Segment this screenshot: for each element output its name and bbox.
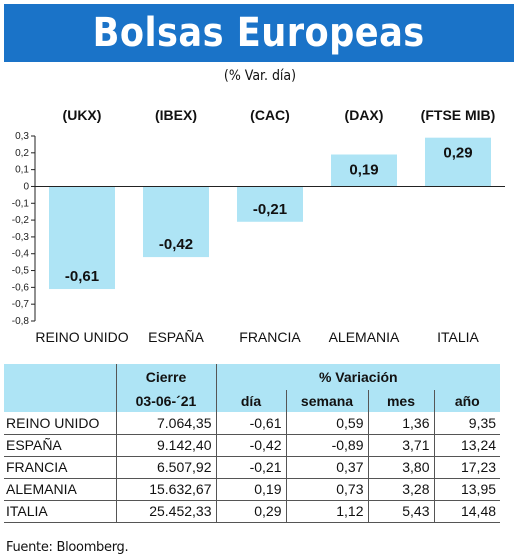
table-subheader-year: año bbox=[433, 390, 501, 412]
cell-country: FRANCIA bbox=[4, 456, 116, 479]
bar-value-label: 0,19 bbox=[349, 162, 378, 179]
x-tick-label: ITALIA bbox=[437, 329, 479, 345]
table-subheader-date: 03-06-´21 bbox=[115, 390, 216, 412]
y-tick-label: -0,7 bbox=[12, 299, 30, 310]
table-row: ALEMANIA 15.632,67 0,19 0,73 3,28 13,95 bbox=[4, 478, 501, 501]
x-tick-label: REINO UNIDO bbox=[35, 329, 128, 345]
bar-value-label: -0,42 bbox=[159, 236, 193, 253]
table-row: REINO UNIDO 7.064,35 -0,61 0,59 1,36 9,3… bbox=[4, 412, 501, 435]
cell-year: 17,23 bbox=[433, 456, 501, 479]
cell-month: 3,28 bbox=[367, 478, 434, 501]
data-table: Cierre % Variación 03-06-´21 día semana … bbox=[4, 364, 514, 523]
cell-year: 9,35 bbox=[433, 412, 501, 435]
bar-value-label: 0,29 bbox=[443, 145, 472, 162]
source-note: Fuente: Bloomberg. bbox=[6, 540, 129, 555]
y-tick-label: 0,3 bbox=[15, 131, 29, 142]
index-label: (DAX) bbox=[345, 107, 384, 123]
cell-country: ITALIA bbox=[4, 500, 116, 523]
cell-close: 7.064,35 bbox=[115, 412, 216, 435]
y-tick-label: -0,6 bbox=[12, 282, 30, 293]
y-tick-label: -0,3 bbox=[12, 232, 30, 243]
cell-day: -0,61 bbox=[215, 412, 286, 435]
table-subheader-week: semana bbox=[285, 390, 368, 412]
cell-month: 1,36 bbox=[367, 412, 434, 435]
x-tick-label: FRANCIA bbox=[239, 329, 301, 345]
table-row: ESPAÑA 9.142,40 -0,42 -0,89 3,71 13,24 bbox=[4, 434, 501, 457]
bar bbox=[143, 186, 209, 258]
cell-week: 0,59 bbox=[285, 412, 368, 435]
cell-week: -0,89 bbox=[285, 434, 368, 457]
cell-year: 14,48 bbox=[433, 500, 501, 523]
index-label: (UKX) bbox=[63, 107, 102, 123]
index-label: (CAC) bbox=[250, 107, 290, 123]
table-header-variation: % Variación bbox=[215, 364, 501, 390]
x-tick-label: ESPAÑA bbox=[148, 329, 204, 345]
cell-country: REINO UNIDO bbox=[4, 412, 116, 435]
table-header-close: Cierre bbox=[115, 364, 216, 390]
bar bbox=[237, 186, 303, 222]
bar bbox=[425, 137, 491, 187]
y-tick-label: -0,4 bbox=[12, 249, 30, 260]
cell-close: 25.452,33 bbox=[115, 500, 216, 523]
table-subheader-day: día bbox=[215, 390, 286, 412]
y-tick-label: 0,2 bbox=[15, 148, 29, 159]
y-tick-label: 0,1 bbox=[15, 165, 29, 176]
y-tick-label: -0,1 bbox=[12, 198, 30, 209]
cell-day: 0,29 bbox=[215, 500, 286, 523]
cell-close: 6.507,92 bbox=[115, 456, 216, 479]
table-subheader-blank bbox=[4, 390, 116, 412]
bar bbox=[49, 186, 115, 290]
bar-value-label: -0,21 bbox=[253, 201, 287, 218]
cell-week: 0,73 bbox=[285, 478, 368, 501]
cell-close: 9.142,40 bbox=[115, 434, 216, 457]
table-row: FRANCIA 6.507,92 -0,21 0,37 3,80 17,23 bbox=[4, 456, 501, 479]
chart-subtitle: (% Var. día) bbox=[223, 68, 297, 84]
title-bar: Bolsas Europeas bbox=[4, 4, 514, 62]
cell-day: -0,21 bbox=[215, 456, 286, 479]
table-header-blank bbox=[4, 364, 116, 390]
table-subheader-month: mes bbox=[367, 390, 434, 412]
cell-year: 13,24 bbox=[433, 434, 501, 457]
cell-week: 1,12 bbox=[285, 500, 368, 523]
cell-month: 3,71 bbox=[367, 434, 434, 457]
cell-country: ESPAÑA bbox=[4, 434, 116, 457]
cell-month: 3,80 bbox=[367, 456, 434, 479]
page-title: Bolsas Europeas bbox=[92, 10, 426, 56]
table-row: ITALIA 25.452,33 0,29 1,12 5,43 14,48 bbox=[4, 500, 501, 523]
cell-country: ALEMANIA bbox=[4, 478, 116, 501]
cell-close: 15.632,67 bbox=[115, 478, 216, 501]
y-tick-label: -0,8 bbox=[12, 316, 30, 327]
bar bbox=[331, 154, 397, 187]
bar-chart: 0,3 0,2 0,1 0 -0,1 -0,2 -0,3 -0,4 -0,5 -0,6 -0,7 -0… bbox=[12, 107, 505, 345]
cell-day: -0,42 bbox=[215, 434, 286, 457]
cell-week: 0,37 bbox=[285, 456, 368, 479]
y-tick-label: 0 bbox=[23, 181, 29, 192]
bar-value-label: -0,61 bbox=[65, 268, 99, 285]
y-tick-label: -0,2 bbox=[12, 215, 30, 226]
cell-month: 5,43 bbox=[367, 500, 434, 523]
cell-year: 13,95 bbox=[433, 478, 501, 501]
index-label: (IBEX) bbox=[155, 107, 197, 123]
y-tick-label: -0,5 bbox=[12, 266, 30, 277]
index-label: (FTSE MIB) bbox=[421, 107, 496, 123]
x-tick-label: ALEMANIA bbox=[329, 329, 400, 345]
cell-day: 0,19 bbox=[215, 478, 286, 501]
